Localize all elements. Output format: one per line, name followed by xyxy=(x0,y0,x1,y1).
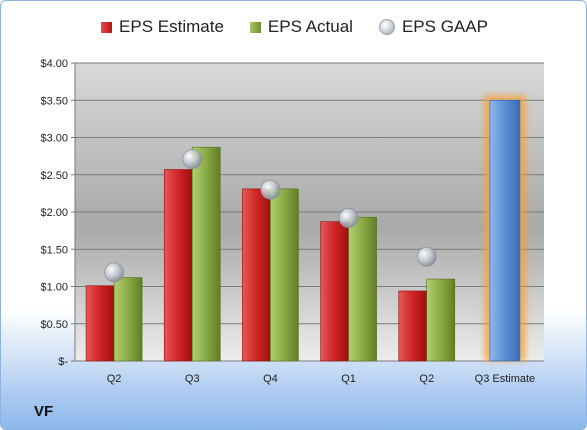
bar-eps-estimate xyxy=(163,169,193,362)
point-eps-gaap xyxy=(104,262,124,283)
legend-item-eps-gaap: EPS GAAP xyxy=(378,17,488,37)
y-tick-label: $2.50 xyxy=(40,170,68,182)
bar-eps-estimate xyxy=(85,285,115,362)
x-tick-label: Q3 Estimate xyxy=(475,373,536,385)
legend-label-eps-actual: EPS Actual xyxy=(267,17,353,36)
y-tick-label: $4.00 xyxy=(40,58,68,70)
bar-eps-estimate xyxy=(320,221,349,362)
point-eps-gaap xyxy=(416,246,437,267)
point-eps-gaap xyxy=(182,149,203,170)
x-tick-label: Q2 xyxy=(107,373,122,385)
x-tick-label: Q4 xyxy=(263,373,278,385)
legend-swatch-eps-gaap xyxy=(378,19,395,35)
bar-eps-actual xyxy=(348,216,377,362)
y-tick-label: $3.00 xyxy=(40,133,68,145)
legend-swatch-eps-estimate xyxy=(101,21,113,33)
y-tick-label: $2.00 xyxy=(40,207,68,219)
legend-item-eps-actual: EPS Actual xyxy=(249,17,353,37)
y-tick-label: $1.00 xyxy=(40,282,68,294)
point-eps-gaap xyxy=(260,179,281,200)
bar-eps-actual xyxy=(270,188,299,362)
legend-label-eps-estimate: EPS Estimate xyxy=(119,17,224,36)
bar-forecast-estimate xyxy=(489,99,521,362)
legend-label-eps-gaap: EPS GAAP xyxy=(401,17,488,36)
point-eps-gaap xyxy=(338,208,359,228)
company-label: VF xyxy=(34,403,54,420)
bar-eps-actual xyxy=(191,146,221,362)
bar-eps-estimate xyxy=(242,188,271,362)
x-tick-label: Q3 xyxy=(185,373,200,385)
y-tick-label: $- xyxy=(58,356,68,368)
legend-swatch-eps-actual xyxy=(249,21,261,33)
legend: EPS Estimate EPS Actual EPS GAAP xyxy=(1,17,586,37)
y-tick-label: $1.50 xyxy=(40,244,68,256)
y-tick-label: $0.50 xyxy=(40,319,68,331)
y-tick-label: $3.50 xyxy=(40,95,68,107)
legend-item-eps-estimate: EPS Estimate xyxy=(101,17,224,37)
bar-eps-actual xyxy=(426,278,456,362)
x-tick-label: Q2 xyxy=(419,373,434,385)
bar-eps-estimate xyxy=(398,290,428,362)
bar-eps-actual xyxy=(113,277,143,362)
x-tick-label: Q1 xyxy=(341,373,356,385)
